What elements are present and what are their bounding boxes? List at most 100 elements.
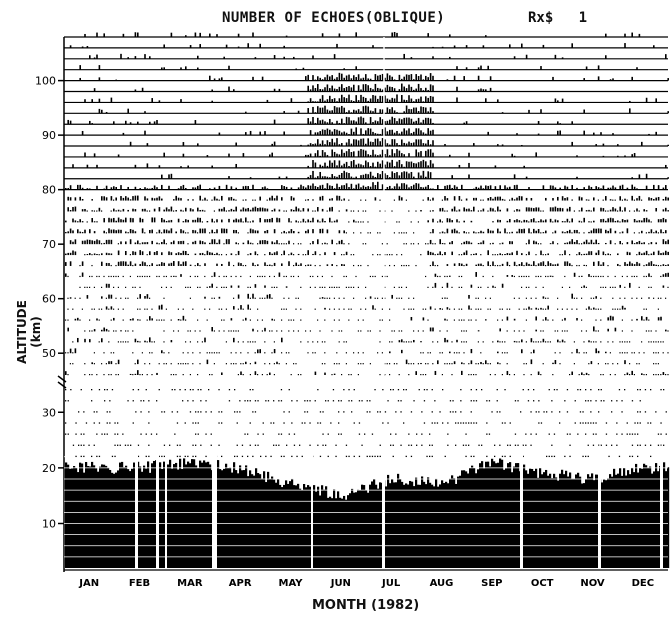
echo-bar xyxy=(285,35,288,37)
echo-bar xyxy=(170,252,173,256)
echo-column xyxy=(183,458,186,568)
echo-bar xyxy=(451,229,453,234)
echo-dot xyxy=(372,275,374,278)
echo-dot xyxy=(297,297,299,299)
echo-dot xyxy=(365,286,367,288)
echo-bar xyxy=(636,261,638,266)
echo-dot xyxy=(585,264,587,267)
echo-dot xyxy=(297,221,299,223)
echo-dot xyxy=(197,389,199,391)
echo-dot xyxy=(667,330,669,332)
echo-dot xyxy=(234,389,236,391)
echo-bar xyxy=(537,263,540,266)
echo-dot xyxy=(578,275,580,278)
echo-bar xyxy=(417,183,420,190)
echo-bar xyxy=(566,261,569,266)
echo-dot xyxy=(195,433,197,435)
echo-dot xyxy=(398,297,400,299)
echo-dot xyxy=(278,433,280,435)
echo-dot xyxy=(249,297,251,299)
echo-dot xyxy=(201,221,203,223)
echo-dot xyxy=(93,363,95,365)
echo-dot xyxy=(267,400,270,402)
echo-dot xyxy=(348,243,350,245)
echo-dot xyxy=(132,374,134,376)
echo-bar xyxy=(631,76,633,81)
echo-bar xyxy=(643,218,645,223)
echo-bar xyxy=(216,229,218,234)
echo-bar xyxy=(317,132,319,136)
echo-bar xyxy=(590,239,593,245)
echo-dot xyxy=(257,243,259,245)
echo-dot xyxy=(129,254,131,256)
echo-bar xyxy=(636,220,638,223)
echo-dot xyxy=(176,422,179,424)
echo-bar xyxy=(372,305,374,310)
echo-bar xyxy=(367,128,369,136)
echo-bar xyxy=(149,121,151,125)
echo-bar xyxy=(312,170,314,179)
echo-dot xyxy=(386,254,388,256)
echo-dot xyxy=(163,319,165,321)
echo-dot xyxy=(114,422,116,424)
echo-bar xyxy=(161,304,163,310)
echo-dot xyxy=(125,341,127,343)
echo-bar xyxy=(449,56,451,59)
echo-bar xyxy=(441,243,444,245)
echo-bar xyxy=(213,239,216,245)
echo-bar xyxy=(156,197,158,201)
echo-dot xyxy=(91,275,93,278)
echo-dot xyxy=(612,286,614,288)
echo-bar xyxy=(266,229,269,234)
echo-dot xyxy=(114,444,116,446)
echo-dot xyxy=(540,330,542,332)
echo-dot xyxy=(261,297,263,299)
echo-dot xyxy=(451,286,453,288)
echo-dot xyxy=(422,308,424,310)
echo-bar xyxy=(156,120,158,125)
echo-bar xyxy=(259,240,261,245)
echo-bar xyxy=(528,263,530,266)
echo-bar xyxy=(648,231,650,234)
echo-bar xyxy=(662,372,665,375)
echo-bar xyxy=(307,118,309,125)
echo-dot xyxy=(432,243,434,245)
echo-dot xyxy=(233,264,235,267)
echo-bar xyxy=(403,76,405,81)
echo-column xyxy=(407,484,410,568)
echo-bar xyxy=(158,305,161,310)
echo-bar xyxy=(449,34,451,37)
echo-dot xyxy=(535,341,537,343)
echo-bar xyxy=(84,208,86,212)
echo-bar xyxy=(357,74,360,81)
echo-dot xyxy=(184,455,186,458)
echo-bar xyxy=(221,195,223,201)
echo-dot xyxy=(122,319,124,321)
echo-bar xyxy=(141,242,144,245)
echo-bar xyxy=(542,220,545,223)
echo-bar xyxy=(590,361,593,365)
echo-dot xyxy=(381,308,383,310)
echo-dot xyxy=(643,264,645,267)
echo-dot xyxy=(423,400,426,402)
echo-bar xyxy=(329,207,331,212)
echo-bar xyxy=(163,262,165,266)
echo-dot xyxy=(392,444,394,446)
echo-column xyxy=(559,473,562,568)
echo-dot xyxy=(509,232,511,234)
echo-bar xyxy=(333,78,336,81)
echo-column xyxy=(537,477,540,568)
echo-dot xyxy=(585,433,587,435)
echo-bar xyxy=(432,210,434,212)
echo-bar xyxy=(451,175,453,179)
echo-bar xyxy=(417,162,420,168)
echo-bar xyxy=(228,197,230,201)
echo-dot xyxy=(417,330,419,332)
echo-column xyxy=(337,491,340,568)
echo-dot xyxy=(607,341,609,343)
echo-bar xyxy=(667,144,669,147)
echo-bar xyxy=(401,197,403,201)
echo-dot xyxy=(365,308,367,310)
echo-bar xyxy=(636,67,638,70)
echo-dot xyxy=(582,411,584,413)
